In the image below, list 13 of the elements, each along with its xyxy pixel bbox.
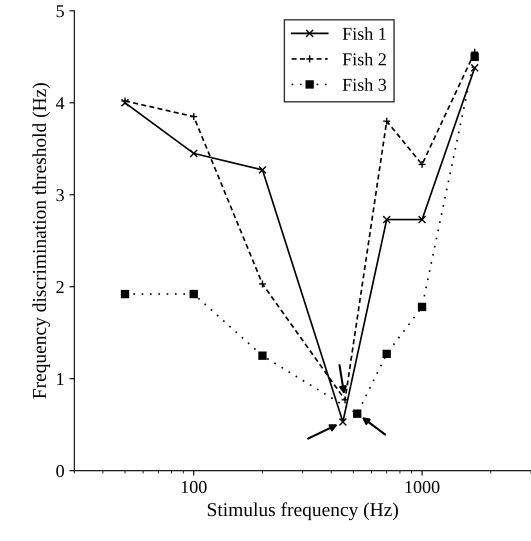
legend-label: Fish 1	[342, 27, 386, 40]
y-tick-label: 3	[56, 189, 64, 202]
y-tick-label: 5	[56, 5, 64, 18]
legend-label: Fish 2	[342, 52, 386, 66]
y-tick-label: 2	[56, 281, 64, 293]
y-tick-label: 0	[56, 464, 64, 478]
x-axis-title: Stimulus frequency (Hz)	[208, 502, 398, 520]
legend-label: Fish 3	[342, 78, 386, 91]
y-axis-title: Frequency discrimination threshold (Hz)	[32, 83, 50, 399]
y-tick-label: 4	[56, 97, 64, 110]
y-tick-label: 1	[57, 373, 64, 385]
x-tick-label: 100	[182, 480, 207, 494]
x-tick-label: 1000	[406, 480, 440, 494]
